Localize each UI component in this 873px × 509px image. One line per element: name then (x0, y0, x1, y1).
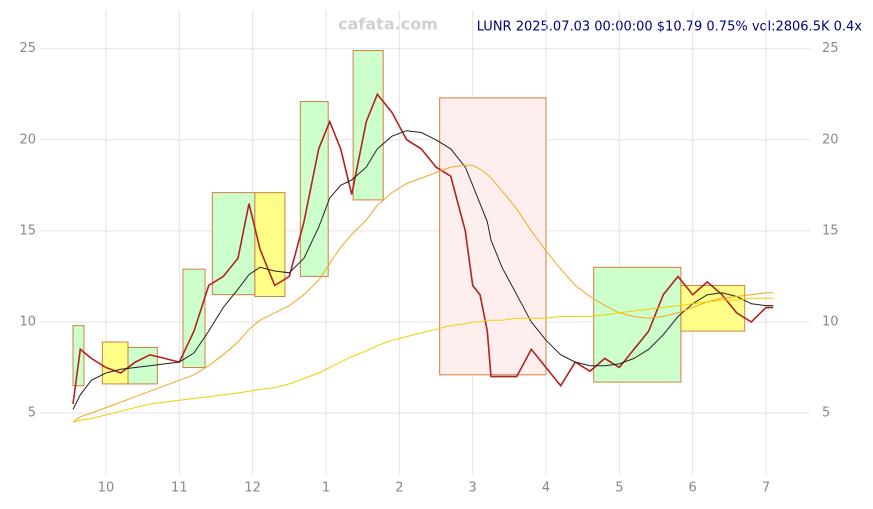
price-line (72, 297, 774, 423)
y-tick-label: 10 (19, 314, 36, 329)
y-tick-label: 5 (28, 406, 36, 421)
range-box (299, 101, 329, 277)
y-tick-label-right: 5 (822, 406, 830, 421)
x-tick-label: 7 (762, 481, 770, 496)
range-box (72, 325, 85, 387)
y-tick-label: 20 (19, 132, 36, 147)
price-line (72, 92, 774, 405)
x-tick-label: 5 (615, 481, 623, 496)
price-line (72, 164, 774, 423)
y-tick-label-right: 10 (822, 314, 839, 329)
range-box (439, 97, 547, 376)
x-tick-label: 1 (322, 481, 330, 496)
range-box (352, 50, 384, 201)
y-tick-label: 15 (19, 223, 36, 238)
watermark: cafata.com (338, 15, 438, 34)
price-line (72, 130, 774, 410)
x-tick-label: 11 (171, 481, 188, 496)
x-tick-label: 6 (689, 481, 697, 496)
y-tick-label-right: 15 (822, 223, 839, 238)
chart-title: LUNR 2025.07.03 00:00:00 $10.79 0.75% vo… (477, 20, 863, 35)
y-tick-label: 25 (19, 41, 36, 56)
y-tick-label-right: 20 (822, 132, 839, 147)
y-tick-label-right: 25 (822, 41, 839, 56)
range-box (593, 266, 682, 383)
range-box (254, 192, 286, 297)
x-tick-label: 12 (244, 481, 261, 496)
x-tick-label: 10 (98, 481, 115, 496)
x-tick-label: 4 (542, 481, 550, 496)
x-tick-label: 3 (469, 481, 477, 496)
x-tick-label: 2 (395, 481, 403, 496)
range-box (101, 341, 129, 385)
